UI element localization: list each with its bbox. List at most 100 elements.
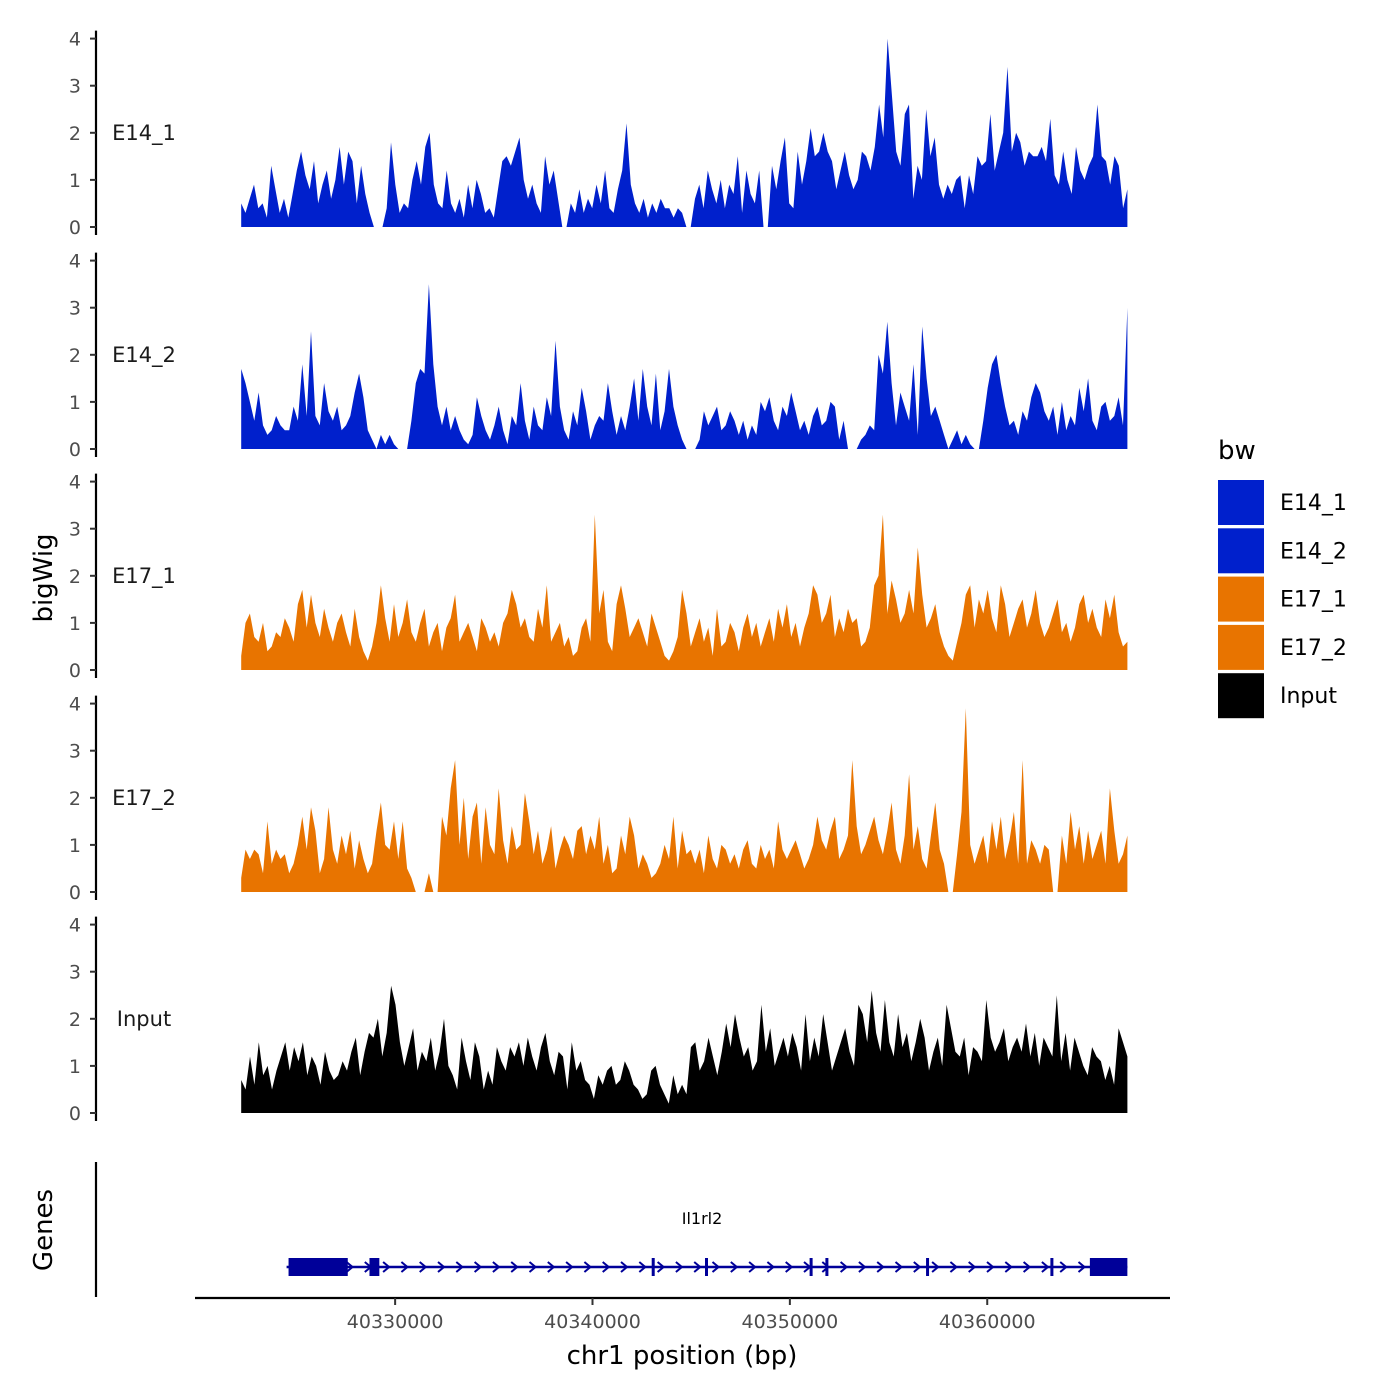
strand-arrow [1022,1261,1032,1273]
strand-arrow [419,1261,428,1273]
strand-arrow [602,1261,611,1273]
strand-arrow [766,1261,775,1273]
strand-arrow [656,1261,666,1273]
y-tick-label: 1 [69,1056,81,1078]
track-label-E14_1: E14_1 [112,121,176,146]
strand-arrow [1041,1261,1050,1273]
y-tick-label: 1 [69,835,81,857]
strand-arrow [1059,1261,1068,1273]
x-tick-label: 40350000 [742,1311,839,1333]
strand-arrow [711,1261,721,1273]
y-tick-label: 3 [69,962,81,984]
genes-panel-title: Genes [29,1189,59,1271]
legend-title: bw [1218,436,1256,466]
track-label-E14_2: E14_2 [112,343,176,368]
gene-exon [926,1258,930,1276]
legend: bw E14_1 E14_2 E17_1 E17_2 Input [1218,436,1347,719]
track-E14_2: 0 1 2 3 4 E14_2 [69,251,1128,461]
y-tick-label: 3 [69,741,81,763]
strand-arrow [1077,1261,1087,1273]
y-tick-label: 0 [69,882,81,904]
strand-arrow [345,1261,355,1273]
track-label-Input: Input [117,1007,171,1031]
strand-arrow [785,1261,794,1273]
signal-tracks: 0 1 2 3 4 E14_1 0 1 2 3 4 E14_2 0 1 2 3 4 E17_1 0 1 2 3 4 E17_2… [69,29,1128,1125]
y-tick-label: 3 [69,519,81,541]
strand-arrow [455,1261,464,1273]
y-tick-label: 2 [69,566,81,588]
legend-swatch-E17_2 [1218,624,1264,670]
strand-arrow [876,1261,885,1273]
y-axis-title: bigWig [29,533,59,622]
strand-arrow [748,1261,757,1273]
gene-exon [288,1258,348,1276]
gene-exon [825,1258,829,1276]
gene-exon [705,1258,708,1276]
strand-arrow [400,1261,409,1273]
gene-exon [651,1258,655,1276]
y-tick-label: 1 [69,170,81,192]
strand-arrow [931,1261,940,1273]
area-E14_1 [241,38,1128,227]
strand-arrow [1004,1261,1013,1273]
strand-arrow [675,1261,684,1273]
strand-arrow [858,1261,867,1273]
strand-arrow [620,1261,629,1273]
y-tick-label: 2 [69,123,81,145]
strand-arrow [693,1261,702,1273]
gene-model [286,1258,1128,1276]
strand-arrow [894,1261,904,1273]
strand-arrow [528,1261,538,1273]
y-tick-label: 0 [69,439,81,461]
legend-swatch-E14_1 [1218,480,1264,525]
y-tick-label: 1 [69,613,81,635]
y-tick-label: 2 [69,788,81,810]
y-tick-label: 4 [69,915,81,937]
gene-exon [369,1258,380,1276]
track-E14_1: 0 1 2 3 4 E14_1 [69,29,1128,239]
legend-label-Input: Input [1280,684,1337,709]
y-tick-label: 1 [69,392,81,414]
x-axis: chr1 position (bp) 40330000 40340000 40350… [195,1296,1170,1371]
y-tick-label: 0 [69,217,81,239]
strand-arrow [913,1261,922,1273]
y-tick-label: 4 [69,251,81,273]
y-tick-label: 0 [69,660,81,682]
legend-label-E17_2: E17_2 [1280,636,1347,661]
legend-swatch-Input [1218,673,1264,719]
strand-arrow [547,1261,556,1273]
strand-arrow [730,1261,739,1273]
legend-label-E14_2: E14_2 [1280,539,1347,564]
x-axis-title: chr1 position (bp) [567,1341,798,1371]
gene-label: Il1rl2 [682,1209,723,1228]
track-Input: 0 1 2 3 4 Input [69,915,1128,1125]
strand-arrow [473,1261,483,1273]
strand-arrow [510,1261,519,1273]
strand-arrow [968,1261,977,1273]
legend-swatch-E17_1 [1218,576,1264,622]
strand-arrow [986,1261,995,1273]
y-tick-label: 3 [69,298,81,320]
genes-panel: Genes Il1rl2 [29,1162,1128,1297]
y-tick-label: 3 [69,76,81,98]
gene-exon [1089,1258,1128,1276]
strand-arrow [949,1261,958,1273]
gene-exon [1050,1258,1054,1276]
strand-arrow [583,1261,592,1273]
strand-arrow [839,1261,849,1273]
strand-arrow [382,1261,391,1273]
strand-arrow [638,1261,647,1273]
legend-label-E17_1: E17_1 [1280,588,1347,613]
track-label-E17_2: E17_2 [112,786,176,811]
y-tick-label: 0 [69,1103,81,1125]
gene-exon [809,1258,813,1276]
area-Input [241,985,1128,1113]
legend-swatch-E14_2 [1218,528,1264,574]
track-label-E17_1: E17_1 [112,564,176,589]
track-E17_2: 0 1 2 3 4 E17_2 [69,694,1128,904]
area-E17_1 [241,514,1128,670]
x-tick-label: 40360000 [939,1311,1036,1333]
y-tick-label: 2 [69,345,81,367]
strand-arrow [492,1261,501,1273]
